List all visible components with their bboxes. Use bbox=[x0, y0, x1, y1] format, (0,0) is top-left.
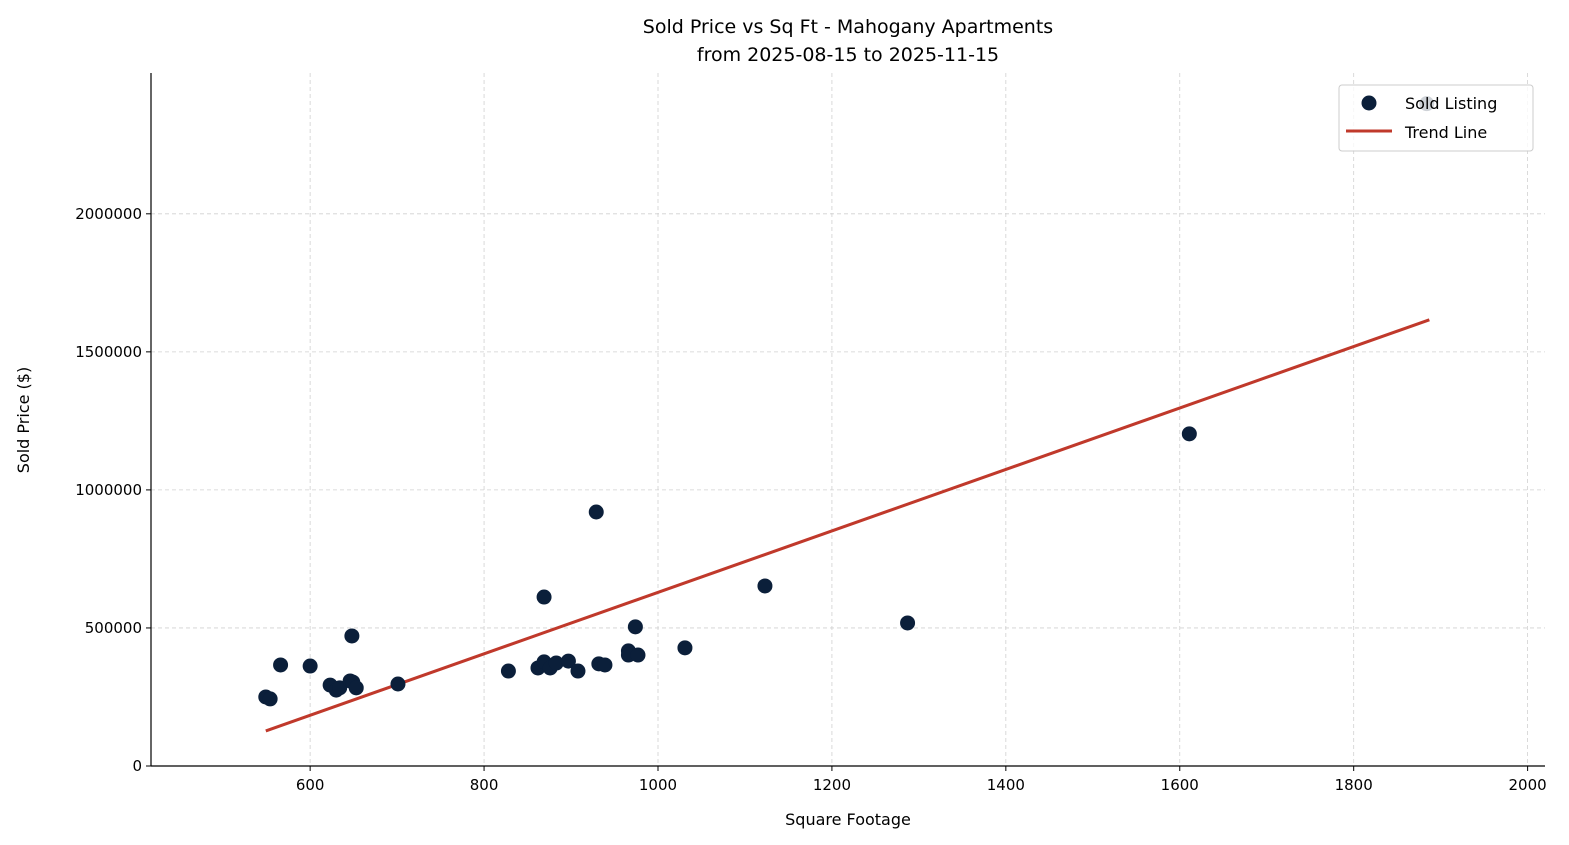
sold-listing-point bbox=[757, 578, 773, 594]
sold-listing-point bbox=[390, 676, 406, 692]
legend-label-sold-listing: Sold Listing bbox=[1405, 94, 1497, 113]
y-axis-label: Sold Price ($) bbox=[14, 367, 33, 473]
y-tick-label: 0 bbox=[132, 757, 142, 775]
trend-line bbox=[265, 318, 1430, 733]
y-axis-ticks: 0 500000 1000000 1500000 2000000 bbox=[75, 205, 151, 775]
y-tick-label: 2000000 bbox=[75, 205, 142, 223]
legend-label-trend-line: Trend Line bbox=[1404, 123, 1487, 142]
scatter-points bbox=[258, 96, 1435, 707]
y-tick-label: 1000000 bbox=[75, 481, 142, 499]
sold-listing-point bbox=[570, 663, 586, 679]
sold-listing-point bbox=[548, 655, 564, 671]
x-axis-label: Square Footage bbox=[785, 810, 911, 829]
chart-subtitle: from 2025-08-15 to 2025-11-15 bbox=[697, 44, 999, 66]
sold-listing-point bbox=[500, 663, 516, 679]
sold-listing-point bbox=[302, 658, 318, 674]
trend-line-series bbox=[265, 318, 1430, 733]
x-tick-label: 800 bbox=[470, 776, 499, 794]
legend-marker-sold-listing bbox=[1361, 95, 1377, 111]
legend: Sold Listing Trend Line bbox=[1338, 84, 1534, 152]
x-tick-label: 1400 bbox=[987, 776, 1025, 794]
sold-listing-point bbox=[344, 628, 360, 644]
sold-listing-point bbox=[1181, 426, 1197, 442]
sold-listing-point bbox=[273, 657, 289, 673]
y-tick-label: 500000 bbox=[85, 619, 142, 637]
sold-listing-point bbox=[536, 589, 552, 605]
x-tick-label: 1600 bbox=[1161, 776, 1199, 794]
x-tick-label: 1000 bbox=[639, 776, 677, 794]
x-tick-label: 2000 bbox=[1509, 776, 1547, 794]
chart-title: Sold Price vs Sq Ft - Mahogany Apartment… bbox=[643, 16, 1053, 38]
y-tick-label: 1500000 bbox=[75, 343, 142, 361]
sold-listing-point bbox=[900, 615, 916, 631]
x-tick-label: 1200 bbox=[813, 776, 851, 794]
x-tick-label: 600 bbox=[296, 776, 325, 794]
sold-listing-point bbox=[262, 691, 278, 707]
x-tick-label: 1800 bbox=[1335, 776, 1373, 794]
sold-listing-point bbox=[677, 640, 693, 656]
sold-listing-point bbox=[560, 653, 576, 669]
sold-listing-point bbox=[630, 647, 646, 663]
sold-listing-point bbox=[588, 504, 604, 520]
x-axis-ticks: 600 800 1000 1200 1400 1600 1800 2000 bbox=[296, 766, 1547, 794]
sold-listing-point bbox=[348, 680, 364, 696]
sold-listing-point bbox=[627, 619, 643, 635]
grid bbox=[151, 73, 1545, 767]
sold-listing-point bbox=[597, 657, 613, 673]
